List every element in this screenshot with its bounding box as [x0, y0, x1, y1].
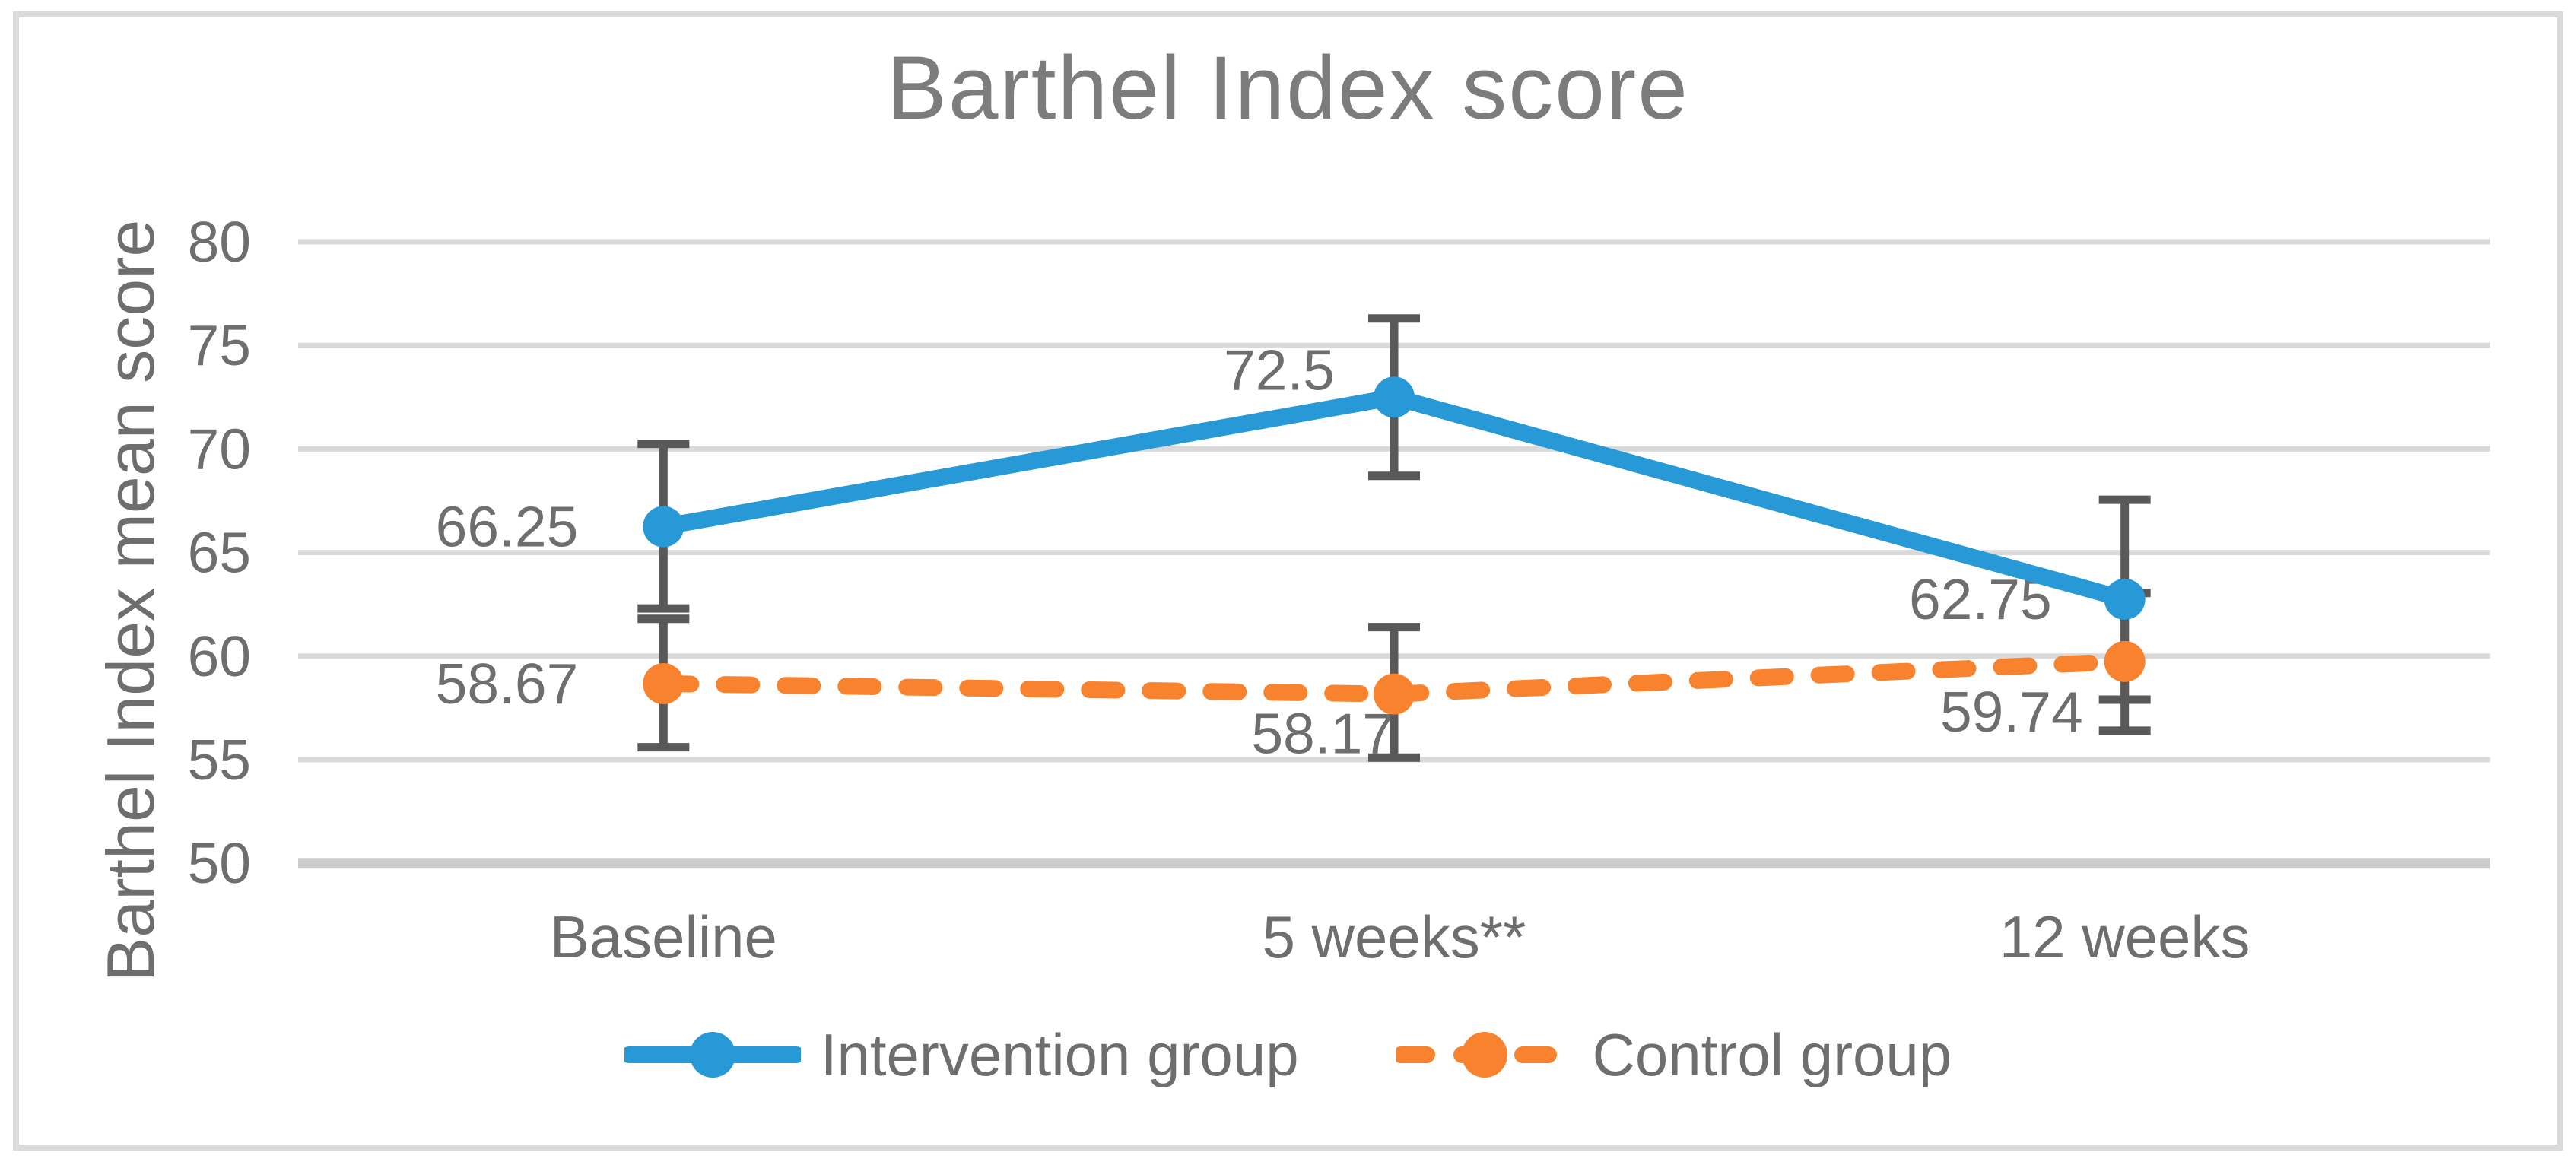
y-tick-label: 60	[188, 624, 251, 688]
y-tick-label: 65	[188, 521, 251, 585]
x-category-label: 5 weeks**	[1263, 903, 1526, 970]
legend-swatch-dashed-line	[1396, 1032, 1573, 1078]
data-point-marker	[643, 506, 684, 548]
data-point-marker	[2104, 640, 2146, 682]
data-label: 72.5	[1224, 338, 1335, 402]
y-tick-label: 50	[188, 831, 251, 895]
data-point-marker	[1374, 673, 1415, 715]
legend-marker-icon	[1461, 1032, 1507, 1078]
y-tick-label: 80	[188, 210, 251, 274]
legend-swatch-solid-line	[624, 1032, 801, 1078]
legend-label: Intervention group	[820, 1021, 1299, 1088]
x-category-label: 12 weeks	[1999, 903, 2250, 970]
data-point-marker	[1374, 376, 1415, 418]
data-label: 58.67	[436, 652, 579, 716]
y-tick-label: 70	[188, 417, 251, 481]
data-label: 66.25	[436, 495, 579, 559]
data-point-marker	[643, 663, 684, 705]
y-tick-label: 75	[188, 313, 251, 377]
data-label: 59.74	[1940, 680, 2083, 744]
data-point-marker	[2104, 578, 2146, 620]
legend-label: Control group	[1592, 1021, 1952, 1088]
y-tick-label: 55	[188, 728, 251, 792]
chart-title: Barthel Index score	[887, 38, 1689, 138]
legend-item-control: Control group	[1396, 1021, 1952, 1090]
x-category-label: Baseline	[550, 903, 777, 970]
legend: Intervention group Control group	[0, 1005, 2576, 1104]
legend-marker-icon	[689, 1032, 735, 1078]
legend-item-intervention: Intervention group	[624, 1021, 1299, 1090]
